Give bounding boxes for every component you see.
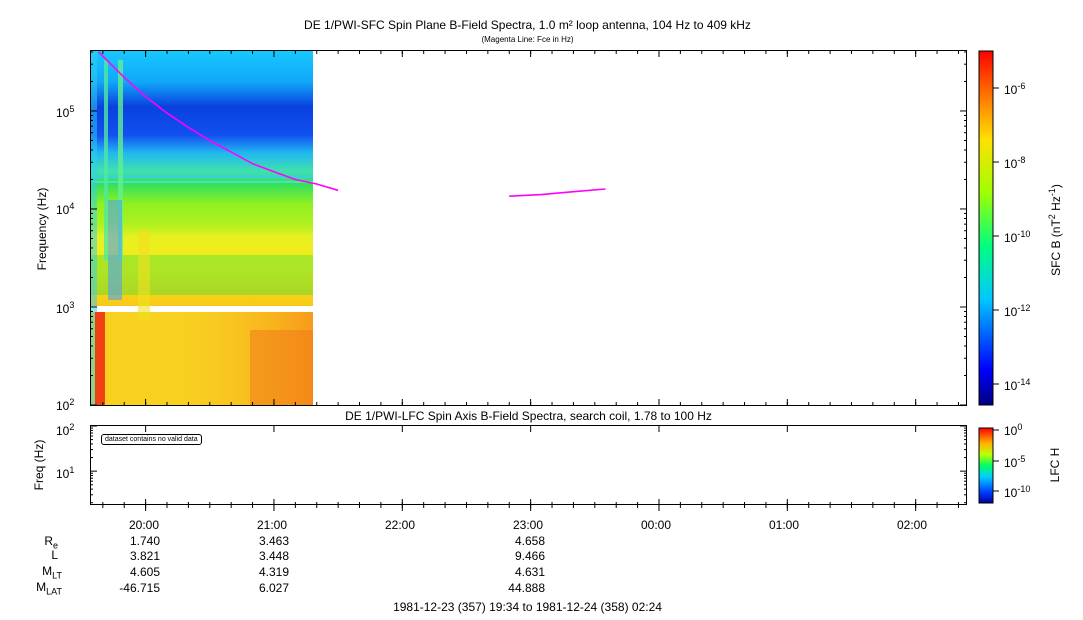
upper-colorbar-label: SFC B (nT2 Hz-1) — [1047, 184, 1063, 276]
x-tick-label: 00:00 — [641, 518, 672, 532]
x-tick-label: 21:00 — [257, 518, 288, 532]
lower-colorbar — [978, 427, 994, 504]
ephemeris-value: 4.631 — [514, 565, 545, 579]
upper-plot-frame — [90, 50, 967, 406]
ephemeris-value: 4.658 — [514, 534, 545, 548]
upper-y-tick-100: 102 — [56, 397, 75, 413]
upper-colorbar-tick-4: 10-12 — [1004, 303, 1031, 319]
lower-y-axis-label: Freq (Hz) — [32, 439, 46, 491]
ephemeris-value: -46.715 — [119, 581, 160, 595]
x-tick-label: 20:00 — [129, 518, 160, 532]
ephemeris-value: 6.027 — [258, 581, 289, 595]
lower-panel-title: DE 1/PWI-LFC Spin Axis B-Field Spectra, … — [345, 409, 712, 423]
ephemeris-value: 44.888 — [508, 581, 545, 595]
ephemeris-value: 9.466 — [514, 549, 545, 563]
chart-title: DE 1/PWI-SFC Spin Plane B-Field Spectra,… — [304, 18, 751, 32]
no-data-message: dataset contains no valid data — [101, 434, 202, 445]
upper-colorbar-tick-5: 10-14 — [1004, 377, 1031, 393]
lower-colorbar-tick-1: 100 — [1004, 422, 1023, 438]
lower-colorbar-label: LFC H — [1048, 447, 1062, 483]
lower-colorbar-tick-2: 10-5 — [1004, 454, 1026, 470]
ephemeris-value: 4.319 — [258, 565, 289, 579]
upper-y-tick-1000: 103 — [56, 300, 75, 316]
ephemeris-label-l: L — [51, 548, 58, 562]
upper-colorbar-tick-3: 10-10 — [1004, 229, 1031, 245]
lower-y-tick-10: 101 — [56, 465, 75, 481]
x-tick-label: 23:00 — [513, 518, 544, 532]
upper-y-axis-label: Frequency (Hz) — [35, 187, 49, 271]
ephemeris-label-re: Re — [44, 534, 58, 551]
ephemeris-value: 3.448 — [258, 549, 289, 563]
upper-colorbar — [978, 50, 994, 406]
ephemeris-label-mlt: MLT — [42, 564, 62, 581]
lower-y-tick-100: 102 — [56, 422, 75, 438]
chart-subtitle: (Magenta Line: Fce in Hz) — [481, 35, 574, 44]
x-tick-label: 02:00 — [897, 518, 928, 532]
x-tick-label: 22:00 — [385, 518, 416, 532]
x-tick-label: 01:00 — [769, 518, 800, 532]
upper-colorbar-tick-1: 10-6 — [1004, 81, 1026, 97]
ephemeris-label-mlat: MLAT — [36, 580, 62, 597]
upper-colorbar-tick-2: 10-8 — [1004, 155, 1026, 171]
ephemeris-value: 1.740 — [129, 534, 160, 548]
upper-y-tick-100000: 105 — [56, 104, 75, 120]
upper-y-tick-10000: 104 — [56, 201, 75, 217]
ephemeris-value: 3.821 — [129, 549, 160, 563]
ephemeris-value: 4.605 — [129, 565, 160, 579]
lower-plot-frame — [90, 425, 967, 505]
time-range-label: 1981-12-23 (357) 19:34 to 1981-12-24 (35… — [393, 600, 662, 614]
ephemeris-value: 3.463 — [258, 534, 289, 548]
lower-colorbar-tick-3: 10-10 — [1004, 484, 1031, 500]
